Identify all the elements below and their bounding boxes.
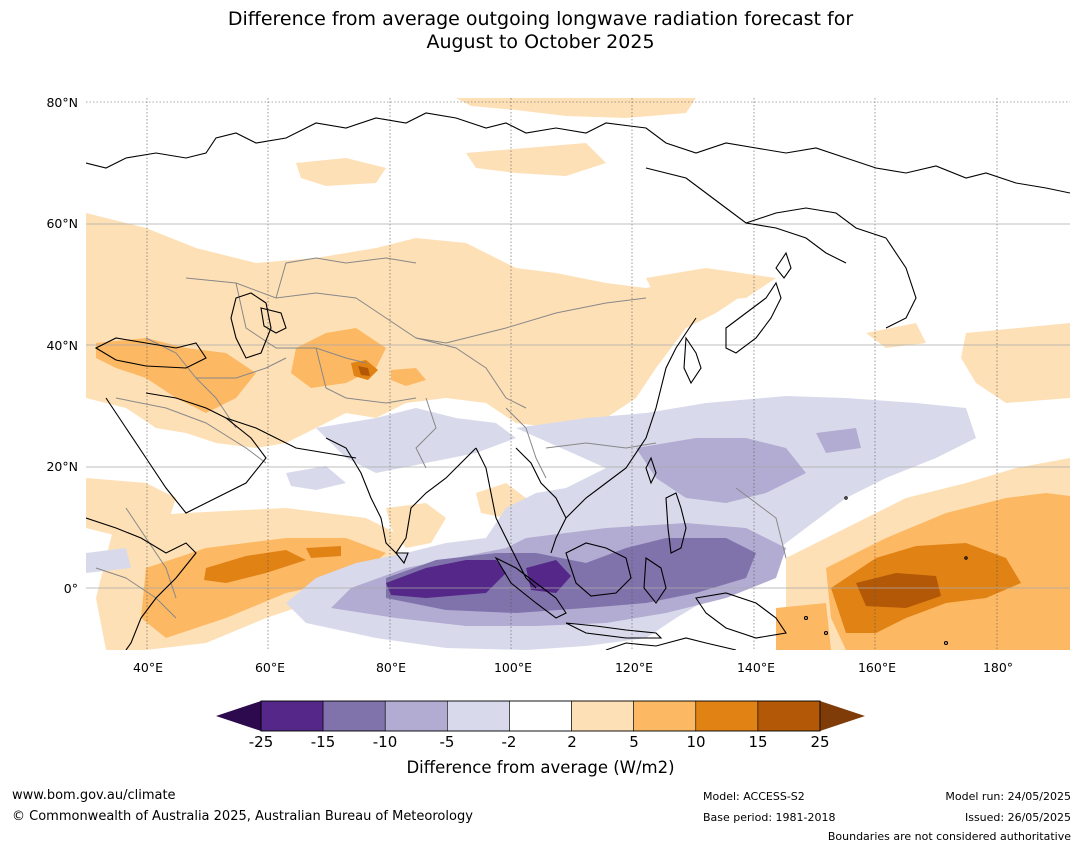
olr-anomaly-map bbox=[85, 98, 1071, 651]
country-borders bbox=[95, 257, 787, 619]
colorbar-segments bbox=[260, 700, 821, 732]
lon-label-80e: 80°E bbox=[375, 660, 407, 675]
graticule bbox=[86, 98, 1070, 650]
cb-tick-8: 15 bbox=[748, 733, 768, 751]
colorbar bbox=[216, 700, 865, 732]
lat-label-80n: 80°N bbox=[46, 95, 78, 110]
latitude-lines bbox=[86, 223, 1070, 589]
cb-tick-0: -25 bbox=[248, 733, 274, 751]
colorbar-segment bbox=[384, 700, 448, 732]
colorbar-segment bbox=[633, 700, 697, 732]
colorbar-segment bbox=[447, 700, 510, 732]
footer-url[interactable]: www.bom.gov.au/climate bbox=[12, 788, 176, 803]
cb-tick-6: 5 bbox=[629, 733, 639, 751]
cb-tick-4: -2 bbox=[501, 733, 517, 751]
coastlines bbox=[85, 112, 1071, 651]
colorbar-label: Difference from average (W/m2) bbox=[406, 758, 675, 777]
footer-model: Model: ACCESS-S2 bbox=[703, 790, 805, 803]
colorbar-segment bbox=[322, 700, 386, 732]
lon-label-160e: 160°E bbox=[857, 660, 896, 675]
colorbar-segment bbox=[260, 700, 324, 732]
lat-label-20n: 20°N bbox=[46, 459, 78, 474]
colorbar-segment bbox=[571, 700, 634, 732]
cb-tick-5: 2 bbox=[567, 733, 577, 751]
colorbar-segment bbox=[509, 700, 572, 732]
colorbar-over-arrow bbox=[820, 701, 865, 731]
footer-base-period: Base period: 1981-2018 bbox=[703, 811, 836, 824]
colorbar-segment bbox=[757, 700, 821, 732]
footer-model-run: Model run: 24/05/2025 bbox=[945, 790, 1071, 803]
lon-label-60e: 60°E bbox=[254, 660, 286, 675]
colorbar-segment bbox=[695, 700, 759, 732]
footer-copyright: © Commonwealth of Australia 2025, Austra… bbox=[12, 809, 473, 824]
lon-label-120e: 120°E bbox=[614, 660, 653, 675]
colorbar-frame bbox=[260, 700, 821, 732]
cb-tick-9: 25 bbox=[810, 733, 830, 751]
lon-label-100e: 100°E bbox=[493, 660, 532, 675]
map-title: Difference from average outgoing longwav… bbox=[0, 8, 1081, 54]
lon-label-40e: 40°E bbox=[132, 660, 164, 675]
lat-label-60n: 60°N bbox=[46, 216, 78, 231]
cb-tick-2: -10 bbox=[372, 733, 398, 751]
footer-disclaimer: Boundaries are not considered authoritat… bbox=[827, 830, 1071, 843]
lat-label-0: 0° bbox=[63, 581, 78, 596]
cb-tick-3: -5 bbox=[439, 733, 455, 751]
title-line-1: Difference from average outgoing longwav… bbox=[227, 8, 854, 30]
lon-label-180: 180° bbox=[982, 660, 1014, 675]
title-line-2: August to October 2025 bbox=[426, 31, 655, 53]
cb-tick-7: 10 bbox=[686, 733, 706, 751]
cb-tick-1: -15 bbox=[310, 733, 336, 751]
map-canvas bbox=[85, 98, 1071, 651]
footer-issued: Issued: 26/05/2025 bbox=[964, 811, 1071, 824]
lat-label-40n: 40°N bbox=[46, 338, 78, 353]
lon-label-140e: 140°E bbox=[736, 660, 775, 675]
anomaly-fields bbox=[86, 98, 1070, 650]
colorbar-under-arrow bbox=[216, 701, 261, 731]
